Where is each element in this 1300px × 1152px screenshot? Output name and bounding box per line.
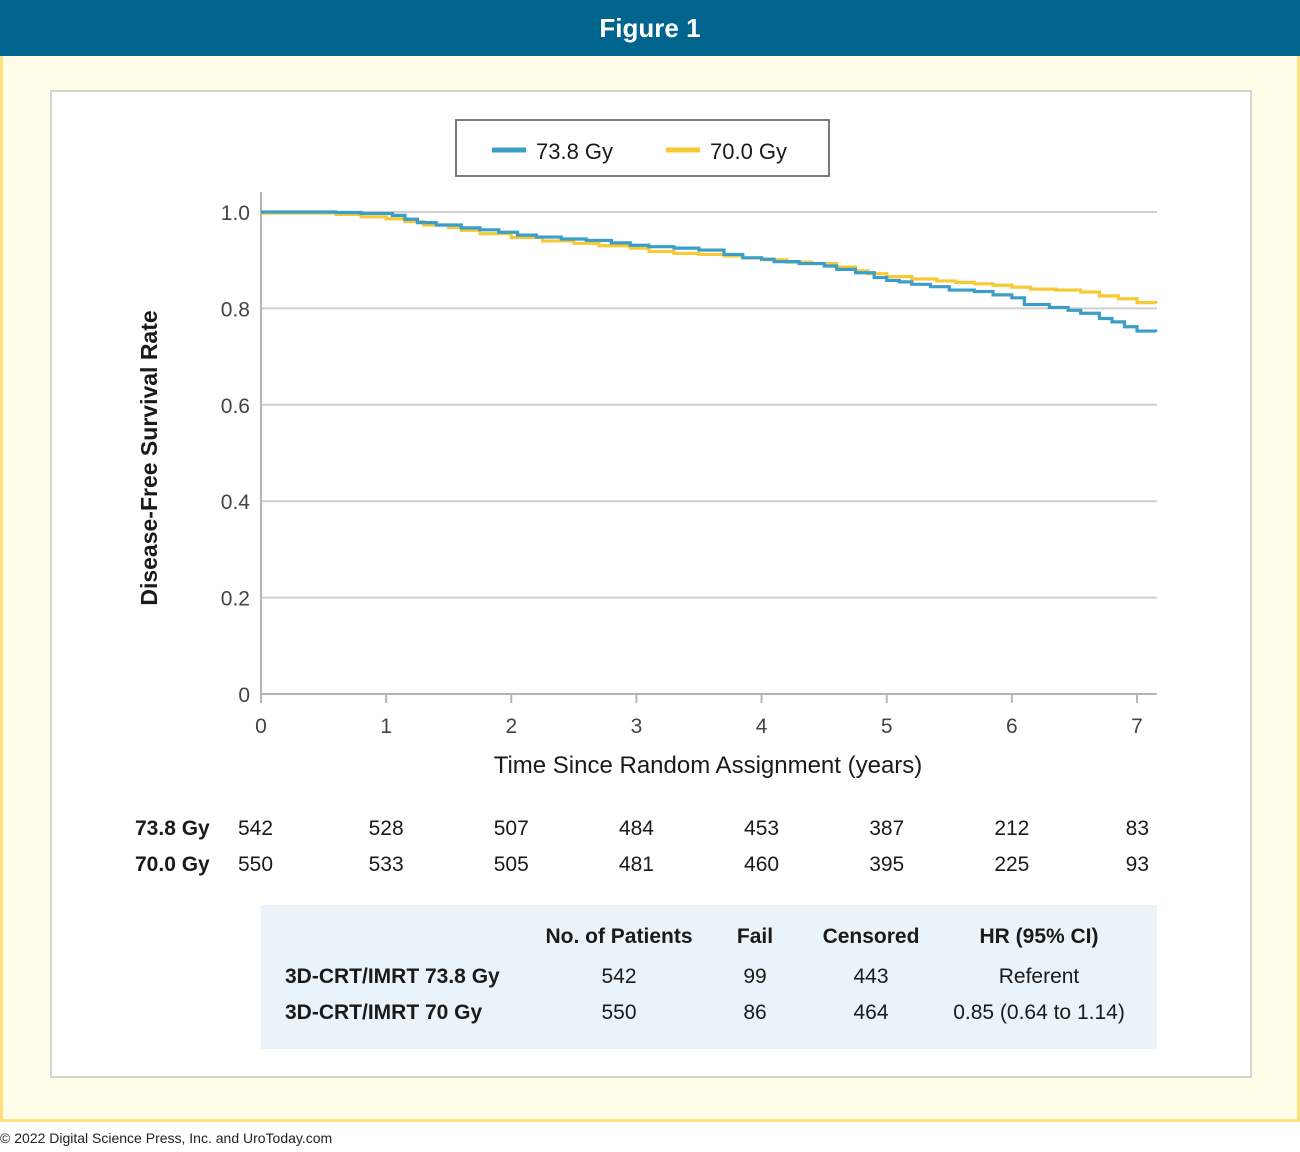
y-tick-label: 0 — [238, 684, 250, 707]
stats-cell: 86 — [743, 1001, 766, 1024]
at-risk-row-label: 73.8 Gy — [135, 817, 210, 840]
at-risk-value: 550 — [238, 853, 273, 876]
x-tick-label: 7 — [1131, 715, 1143, 738]
x-tick-label: 0 — [255, 715, 267, 738]
stats-header-cell: Censored — [823, 925, 920, 948]
at-risk-row-label: 70.0 Gy — [135, 853, 210, 876]
legend-label-73-8: 73.8 Gy — [536, 139, 613, 164]
at-risk-value: 542 — [238, 817, 273, 840]
x-axis-label: Time Since Random Assignment (years) — [494, 752, 923, 779]
stats-cell: 99 — [743, 965, 766, 988]
stats-cell: 0.85 (0.64 to 1.14) — [953, 1001, 1125, 1024]
figure-header: Figure 1 — [0, 0, 1300, 56]
at-risk-value: 528 — [369, 817, 404, 840]
at-risk-value: 481 — [619, 853, 654, 876]
x-tick-label: 2 — [505, 715, 517, 738]
series-lines — [261, 210, 1158, 333]
x-tick-label: 5 — [881, 715, 893, 738]
grid-lines — [261, 211, 1157, 599]
at-risk-value: 507 — [494, 817, 529, 840]
x-tick-label: 4 — [756, 715, 768, 738]
at-risk-value: 505 — [494, 853, 529, 876]
at-risk-table: 73.8 Gy 542 528 507 484 453 387 212 83 70.0 Gy 550… — [135, 817, 1149, 876]
x-tick-label: 6 — [1006, 715, 1018, 738]
at-risk-value: 212 — [994, 817, 1029, 840]
x-tick-label: 1 — [380, 715, 392, 738]
series-line-73-8-Gy — [261, 210, 1158, 333]
stats-row-label: 3D-CRT/IMRT 73.8 Gy — [285, 965, 500, 988]
y-tick-label: 0.8 — [221, 298, 250, 321]
stats-cell: 542 — [601, 965, 636, 988]
x-tick-label: 3 — [631, 715, 643, 738]
stats-table-cells: No. of Patients Fail Censored HR (95% CI) 3D… — [285, 925, 1125, 1024]
stats-cell: 550 — [601, 1001, 636, 1024]
stats-cell: 464 — [853, 1001, 888, 1024]
legend-label-70-0: 70.0 Gy — [710, 139, 787, 164]
at-risk-value: 533 — [369, 853, 404, 876]
stats-header-cell: HR (95% CI) — [979, 925, 1098, 948]
at-risk-value: 484 — [619, 817, 654, 840]
copyright-notice: © 2022 Digital Science Press, Inc. and U… — [0, 1130, 333, 1146]
y-tick-label: 0.4 — [221, 491, 251, 514]
axes — [260, 192, 1157, 703]
y-tick-label: 0.2 — [221, 588, 250, 611]
stats-table — [261, 905, 1157, 1049]
at-risk-value: 395 — [869, 853, 904, 876]
at-risk-value: 93 — [1126, 853, 1149, 876]
legend: 73.8 Gy 70.0 Gy — [455, 119, 830, 177]
stats-header-cell: No. of Patients — [545, 925, 692, 948]
tick-labels: 0 0.2 0.4 0.6 0.8 1.0 0 1 2 3 4 5 6 7 — [221, 202, 1143, 738]
stats-cell: Referent — [999, 965, 1080, 988]
at-risk-value: 83 — [1126, 817, 1149, 840]
at-risk-value: 387 — [869, 817, 904, 840]
figure-title: Figure 1 — [599, 12, 701, 43]
stats-header-cell: Fail — [737, 925, 773, 948]
y-axis-label: Disease-Free Survival Rate — [136, 310, 162, 605]
at-risk-value: 453 — [744, 817, 779, 840]
y-tick-label: 1.0 — [221, 202, 250, 225]
stats-row-label: 3D-CRT/IMRT 70 Gy — [285, 1001, 483, 1024]
stats-cell: 443 — [853, 965, 888, 988]
at-risk-value: 460 — [744, 853, 779, 876]
at-risk-value: 225 — [994, 853, 1029, 876]
y-tick-label: 0.6 — [221, 395, 250, 418]
